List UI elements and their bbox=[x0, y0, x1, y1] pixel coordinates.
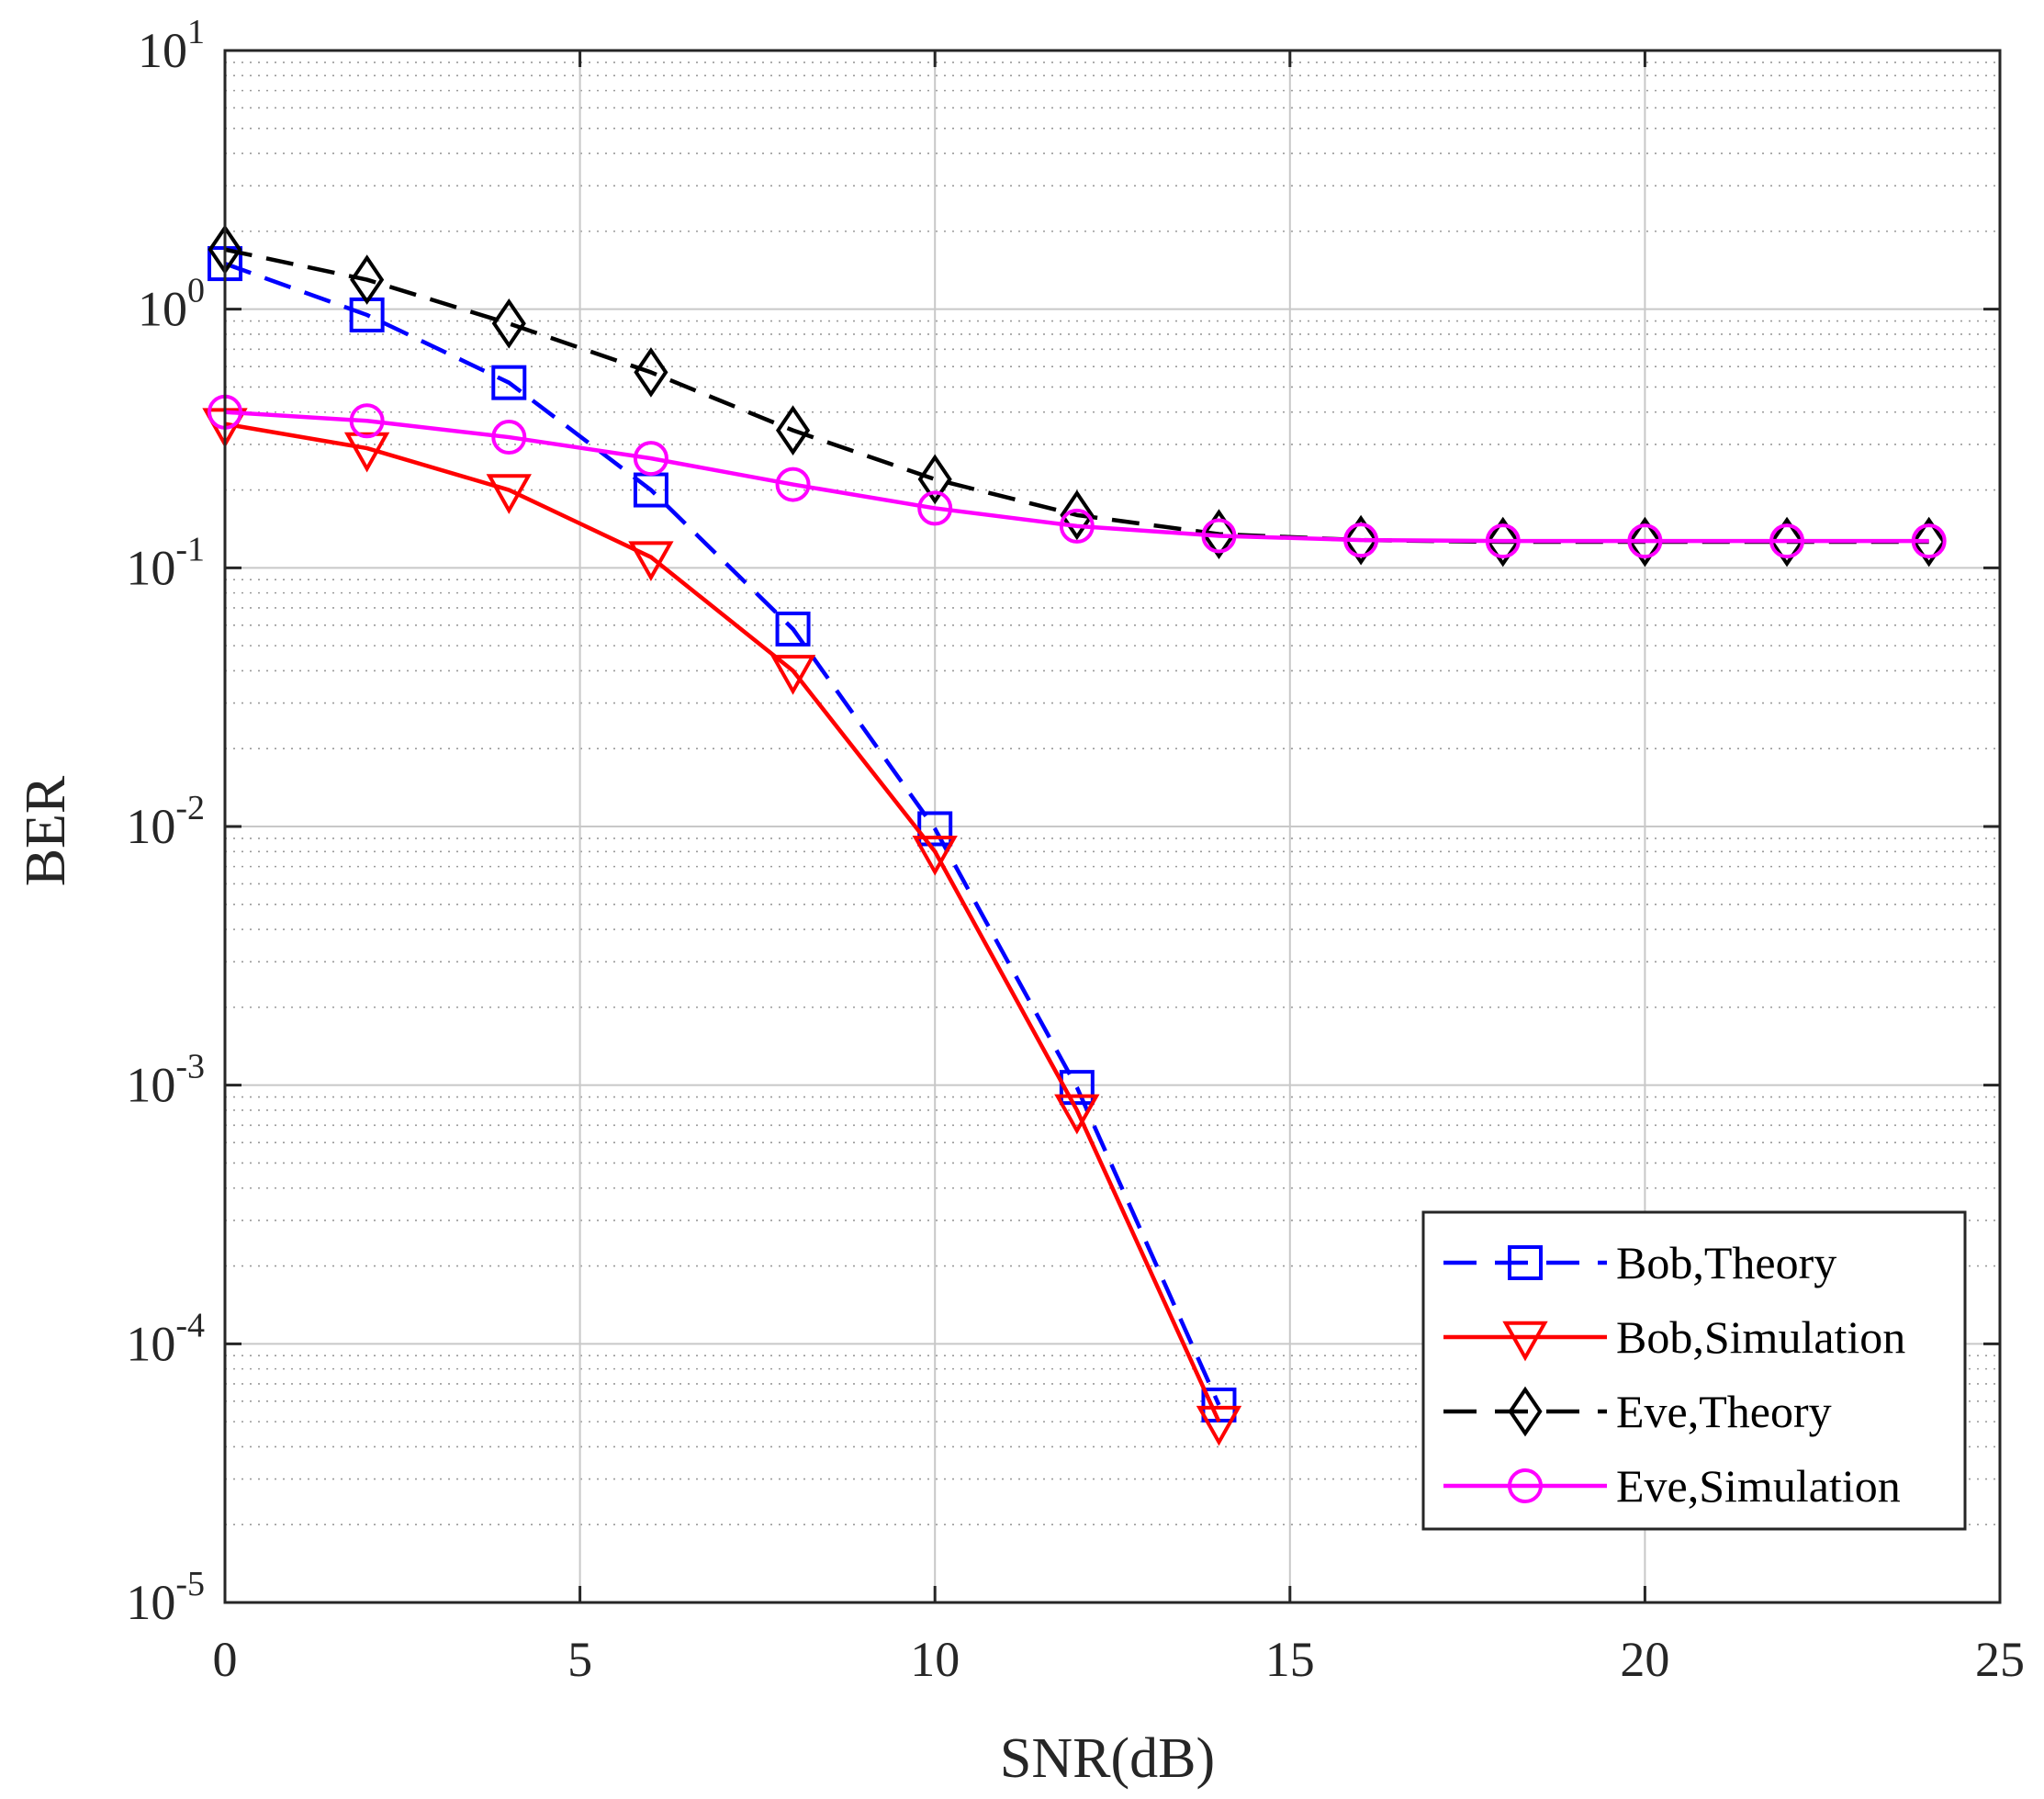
circle-marker bbox=[1769, 523, 1805, 559]
circle-marker bbox=[1485, 523, 1521, 559]
circle-marker bbox=[1508, 1468, 1543, 1503]
y-tick-label: 10-1 bbox=[126, 530, 205, 595]
triangle-down-marker bbox=[912, 835, 958, 876]
diamond-marker bbox=[1627, 516, 1662, 568]
diamond-marker bbox=[1486, 516, 1521, 568]
triangle-down-marker bbox=[1054, 1094, 1100, 1135]
y-tick-label: 10-5 bbox=[126, 1565, 205, 1630]
series-bob-simulation bbox=[202, 408, 1242, 1446]
diamond-marker bbox=[1060, 489, 1095, 541]
triangle-down-marker bbox=[1196, 1405, 1242, 1446]
circle-marker bbox=[633, 441, 668, 477]
legend: Bob,Theory Bob,Simulation Eve,Theory Eve,Si… bbox=[1421, 1210, 1967, 1531]
y-tick-label: 10-2 bbox=[126, 789, 205, 854]
triangle-down-marker bbox=[486, 474, 532, 514]
triangle-down-marker bbox=[343, 432, 390, 473]
circle-marker bbox=[917, 490, 953, 526]
x-tick-label: 0 bbox=[213, 1632, 238, 1687]
legend-label: Bob,Simulation bbox=[1616, 1311, 1905, 1363]
legend-label: Eve,Simulation bbox=[1616, 1460, 1901, 1512]
legend-item: Eve,Theory bbox=[1443, 1386, 1832, 1437]
series-line bbox=[224, 410, 1929, 544]
legend-item: Bob,Simulation bbox=[1443, 1311, 1905, 1363]
diamond-marker bbox=[1201, 509, 1237, 559]
diamond-marker bbox=[634, 347, 668, 398]
diamond-marker bbox=[1343, 514, 1378, 566]
circle-marker bbox=[1059, 508, 1095, 544]
diamond-marker bbox=[1508, 1386, 1543, 1437]
circle-marker bbox=[1627, 523, 1663, 559]
triangle-down-marker bbox=[769, 655, 816, 695]
x-tick-label: 25 bbox=[1975, 1632, 2025, 1687]
square-marker bbox=[1508, 1245, 1543, 1280]
x-tick-label: 10 bbox=[910, 1632, 960, 1687]
y-tick-label: 10-3 bbox=[126, 1048, 205, 1113]
square-marker bbox=[775, 611, 811, 647]
circle-marker bbox=[349, 403, 385, 439]
square-marker bbox=[491, 365, 527, 400]
diamond-marker bbox=[350, 254, 385, 305]
y-axis-title: BER bbox=[15, 775, 77, 886]
x-tick-label: 5 bbox=[567, 1632, 592, 1687]
circle-marker bbox=[491, 420, 527, 455]
diamond-marker bbox=[491, 298, 526, 349]
x-tick-label: 15 bbox=[1265, 1632, 1315, 1687]
y-tick-label: 10-4 bbox=[126, 1306, 205, 1371]
legend-item: Eve,Simulation bbox=[1443, 1460, 1901, 1512]
series-line bbox=[224, 261, 1221, 1406]
circle-marker bbox=[1911, 523, 1947, 559]
triangle-down-marker bbox=[628, 541, 674, 582]
legend-item: Bob,Theory bbox=[1443, 1237, 1836, 1288]
series-eve-simulation bbox=[208, 394, 1947, 559]
x-tick-label: 20 bbox=[1620, 1632, 1669, 1687]
legend-label: Bob,Theory bbox=[1616, 1237, 1836, 1288]
series-line bbox=[224, 422, 1221, 1423]
square-marker bbox=[1059, 1070, 1095, 1106]
triangle-down-marker bbox=[1502, 1321, 1548, 1362]
circle-marker bbox=[775, 467, 811, 502]
diamond-marker bbox=[1912, 516, 1947, 568]
y-tick-label: 100 bbox=[138, 272, 205, 337]
y-tick-label: 101 bbox=[138, 13, 205, 78]
x-axis-title: SNR(dB) bbox=[1000, 1727, 1215, 1790]
circle-marker bbox=[1343, 523, 1379, 558]
diamond-marker bbox=[775, 405, 811, 455]
diamond-marker bbox=[917, 454, 952, 505]
legend-label: Eve,Theory bbox=[1616, 1386, 1832, 1437]
diamond-marker bbox=[1769, 516, 1804, 568]
circle-marker bbox=[1201, 518, 1237, 554]
